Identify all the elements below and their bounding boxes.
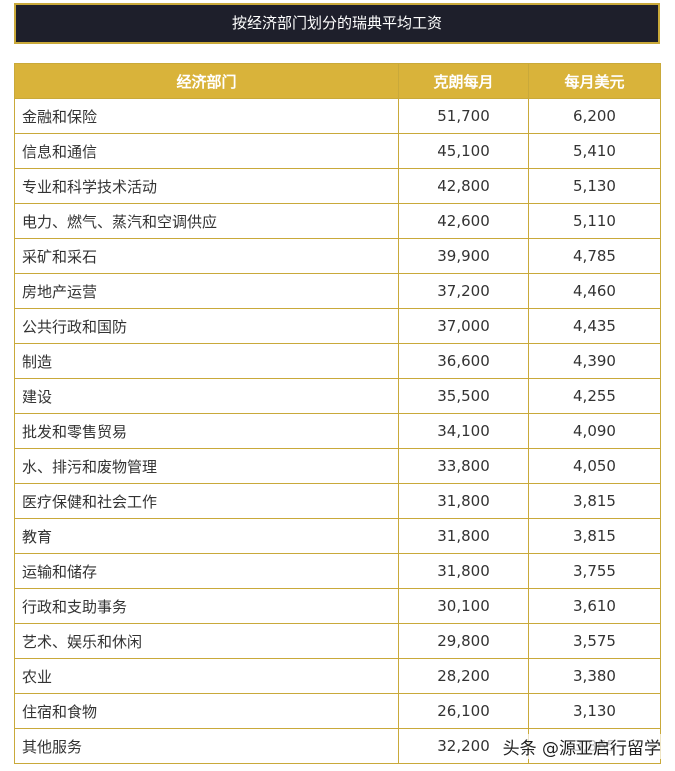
value-cell: 35,500 xyxy=(398,378,529,414)
sector-cell: 建设 xyxy=(14,378,399,414)
value-cell: 3,575 xyxy=(528,623,661,659)
value-cell: 3,380 xyxy=(528,658,661,694)
value-cell: 4,390 xyxy=(528,343,661,379)
table-row: 运输和储存 31,800 3,755 xyxy=(14,553,661,589)
column-header: 每月美元 xyxy=(528,63,661,99)
title-bar: 按经济部门划分的瑞典平均工资 xyxy=(14,3,660,44)
value-cell: 4,050 xyxy=(528,448,661,484)
table-row: 水、排污和废物管理 33,800 4,050 xyxy=(14,448,661,484)
sector-cell: 住宿和食物 xyxy=(14,693,399,729)
sector-cell: 水、排污和废物管理 xyxy=(14,448,399,484)
value-cell: 3,755 xyxy=(528,553,661,589)
value-cell: 4,255 xyxy=(528,378,661,414)
table-row: 行政和支助事务 30,100 3,610 xyxy=(14,588,661,624)
value-cell: 42,800 xyxy=(398,168,529,204)
value-cell: 6,200 xyxy=(528,98,661,134)
header-row: 经济部门 克朗每月 每月美元 xyxy=(14,63,661,99)
value-cell: 31,800 xyxy=(398,553,529,589)
value-cell: 30,100 xyxy=(398,588,529,624)
value-cell: 28,200 xyxy=(398,658,529,694)
table-row: 采矿和采石 39,900 4,785 xyxy=(14,238,661,274)
sector-cell: 艺术、娱乐和休闲 xyxy=(14,623,399,659)
value-cell: 31,800 xyxy=(398,518,529,554)
value-cell: 29,800 xyxy=(398,623,529,659)
watermark: 头条 @源亚启行留学 xyxy=(502,734,661,759)
table-row: 信息和通信 45,100 5,410 xyxy=(14,133,661,169)
table-row: 住宿和食物 26,100 3,130 xyxy=(14,693,661,729)
sector-cell: 制造 xyxy=(14,343,399,379)
table-row: 公共行政和国防 37,000 4,435 xyxy=(14,308,661,344)
table-row: 金融和保险 51,700 6,200 xyxy=(14,98,661,134)
table-row: 房地产运营 37,200 4,460 xyxy=(14,273,661,309)
value-cell: 3,610 xyxy=(528,588,661,624)
table-row: 农业 28,200 3,380 xyxy=(14,658,661,694)
table-row: 医疗保健和社会工作 31,800 3,815 xyxy=(14,483,661,519)
value-cell: 5,130 xyxy=(528,168,661,204)
value-cell: 51,700 xyxy=(398,98,529,134)
value-cell: 4,460 xyxy=(528,273,661,309)
value-cell: 39,900 xyxy=(398,238,529,274)
value-cell: 37,200 xyxy=(398,273,529,309)
value-cell: 3,130 xyxy=(528,693,661,729)
value-cell: 5,410 xyxy=(528,133,661,169)
value-cell: 31,800 xyxy=(398,483,529,519)
sector-cell: 电力、燃气、蒸汽和空调供应 xyxy=(14,203,399,239)
sector-cell: 信息和通信 xyxy=(14,133,399,169)
sector-cell: 房地产运营 xyxy=(14,273,399,309)
value-cell: 37,000 xyxy=(398,308,529,344)
value-cell: 4,090 xyxy=(528,413,661,449)
value-cell: 26,100 xyxy=(398,693,529,729)
value-cell: 36,600 xyxy=(398,343,529,379)
table-row: 教育 31,800 3,815 xyxy=(14,518,661,554)
column-header: 经济部门 xyxy=(14,63,399,99)
value-cell: 4,785 xyxy=(528,238,661,274)
table-row: 专业和科学技术活动 42,800 5,130 xyxy=(14,168,661,204)
value-cell: 3,815 xyxy=(528,483,661,519)
value-cell: 3,815 xyxy=(528,518,661,554)
value-cell: 5,110 xyxy=(528,203,661,239)
table-row: 艺术、娱乐和休闲 29,800 3,575 xyxy=(14,623,661,659)
sector-cell: 批发和零售贸易 xyxy=(14,413,399,449)
sector-cell: 专业和科学技术活动 xyxy=(14,168,399,204)
table-row: 建设 35,500 4,255 xyxy=(14,378,661,414)
sector-cell: 其他服务 xyxy=(14,728,399,764)
value-cell: 4,435 xyxy=(528,308,661,344)
column-header: 克朗每月 xyxy=(398,63,529,99)
table-body: 金融和保险 51,700 6,200 信息和通信 45,100 5,410 专业和科学技术活… xyxy=(14,98,661,764)
value-cell: 42,600 xyxy=(398,203,529,239)
salary-table: 经济部门 克朗每月 每月美元 金融和保险 51,700 6,200 信息和通信 45,100… xyxy=(14,63,661,764)
sector-cell: 农业 xyxy=(14,658,399,694)
sector-cell: 采矿和采石 xyxy=(14,238,399,274)
sector-cell: 公共行政和国防 xyxy=(14,308,399,344)
value-cell: 45,100 xyxy=(398,133,529,169)
sector-cell: 医疗保健和社会工作 xyxy=(14,483,399,519)
table-row: 电力、燃气、蒸汽和空调供应 42,600 5,110 xyxy=(14,203,661,239)
sector-cell: 教育 xyxy=(14,518,399,554)
value-cell: 34,100 xyxy=(398,413,529,449)
table-row: 批发和零售贸易 34,100 4,090 xyxy=(14,413,661,449)
value-cell: 33,800 xyxy=(398,448,529,484)
sector-cell: 运输和储存 xyxy=(14,553,399,589)
sector-cell: 行政和支助事务 xyxy=(14,588,399,624)
table-row: 制造 36,600 4,390 xyxy=(14,343,661,379)
sector-cell: 金融和保险 xyxy=(14,98,399,134)
